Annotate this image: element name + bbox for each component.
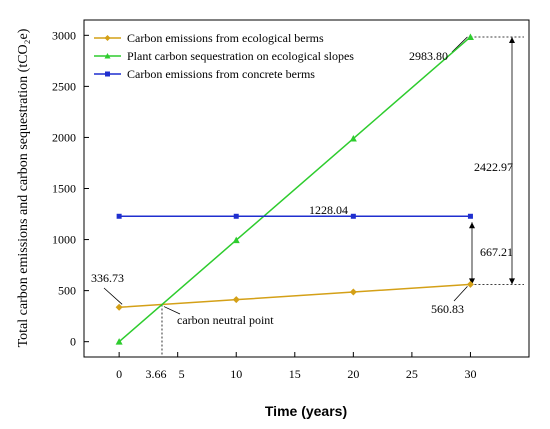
- data-point-series1-0: [115, 338, 123, 345]
- series-line-1: [118, 36, 471, 343]
- y-axis-title: Total carbon emissions and carbon seques…: [16, 28, 31, 347]
- x-tick-label: 25: [406, 367, 418, 381]
- data-point-series2-3: [467, 213, 473, 219]
- annotation-667-21: 667.21: [480, 245, 513, 259]
- legend-triangle-marker: [104, 53, 111, 59]
- legend: Carbon emissions from ecological berms P…: [94, 31, 354, 81]
- data-point-series0-1: [232, 296, 240, 304]
- dimension-arrow-667-head-bottom: [469, 278, 475, 285]
- data-point-series1-2: [349, 135, 357, 142]
- leader-neutral: [163, 306, 181, 315]
- dimension-arrow-667-head-top: [469, 222, 475, 229]
- annotation-560-83: 560.83: [431, 302, 464, 316]
- y-tick-label: 500: [58, 284, 76, 298]
- annotation-1228-04: 1228.04: [309, 203, 348, 217]
- axes-layer: 0 5 10 15 20 25 30 0 500 1000 1500 2000 2500 3000: [52, 28, 476, 381]
- x-tick-label: 0: [116, 367, 122, 381]
- annotation-guides: [103, 36, 524, 357]
- y-tick-label: 0: [70, 335, 76, 349]
- legend-square-marker: [105, 71, 110, 77]
- legend-item-ecological-berms: Carbon emissions from ecological berms: [94, 31, 324, 45]
- data-point-series2-0: [116, 213, 122, 219]
- data-point-series0-3: [466, 280, 474, 288]
- x-tick-label: 15: [289, 367, 301, 381]
- legend-item-concrete-berms: Carbon emissions from concrete berms: [94, 67, 315, 81]
- leader-560: [453, 286, 468, 302]
- data-point-series1-1: [232, 236, 240, 244]
- legend-label-concrete-berms: Carbon emissions from concrete berms: [127, 67, 315, 81]
- y-tick-label: 1000: [52, 233, 76, 247]
- data-point-series0-0: [115, 303, 123, 311]
- data-point-series2-2: [350, 213, 356, 219]
- dimension-arrow-2422-head-top: [509, 36, 515, 43]
- carbon-neutral-point-label: carbon neutral point: [177, 313, 274, 327]
- y-tick-label: 3000: [52, 28, 76, 42]
- x-tick-label: 5: [179, 367, 185, 381]
- annotation-2422-97: 2422.97: [474, 160, 513, 174]
- data-point-series0-2: [349, 288, 357, 296]
- annotation-2983-80: 2983.80: [409, 49, 448, 63]
- x-axis-title: Time (years): [265, 403, 347, 419]
- y-tick-label: 2500: [52, 79, 76, 93]
- x-tick-label: 30: [464, 367, 476, 381]
- markers-layer: [115, 33, 474, 345]
- leader-336: [103, 287, 123, 305]
- annotation-336-73: 336.73: [91, 271, 124, 285]
- leader-2983: [451, 36, 468, 53]
- legend-item-plant-sequestration: Plant carbon sequestration on ecological…: [94, 49, 354, 63]
- series-layer: [118, 36, 471, 343]
- x-tick-label: 10: [230, 367, 242, 381]
- x-tick-label: 20: [347, 367, 359, 381]
- legend-label-plant-sequestration: Plant carbon sequestration on ecological…: [127, 49, 354, 63]
- y-tick-label: 2000: [52, 130, 76, 144]
- data-point-series1-3: [466, 33, 474, 40]
- y-tick-label: 1500: [52, 182, 76, 196]
- legend-diamond-marker: [104, 35, 111, 41]
- legend-label-ecological-berms: Carbon emissions from ecological berms: [127, 31, 324, 45]
- data-point-series2-1: [233, 213, 239, 219]
- series-line-0: [119, 283, 471, 309]
- neutral-x-tick-label: 3.66: [146, 367, 167, 381]
- dimension-arrow-2422-head-bottom: [509, 278, 515, 285]
